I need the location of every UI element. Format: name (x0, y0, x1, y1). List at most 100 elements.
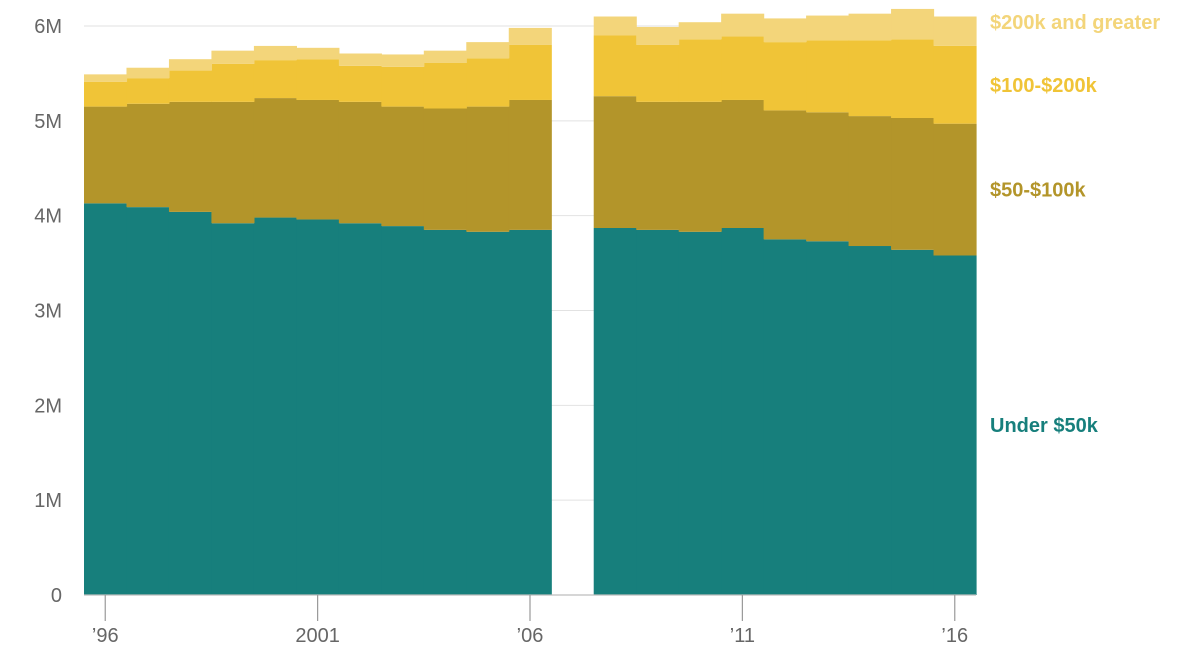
area-step-100-200k-2002 (338, 65, 382, 102)
area-step-100-200k-2010 (678, 39, 722, 102)
area-step-100-200k-2006 (508, 44, 552, 100)
area-step-200k-and-greater-2000 (253, 45, 297, 61)
area-step-100-200k-2008 (593, 35, 637, 97)
y-tick-label: 2M (34, 395, 62, 417)
area-step-under-50k-2013 (806, 241, 850, 595)
area-step-50-100k-2011 (721, 99, 765, 228)
area-step-50-100k-2001 (296, 99, 340, 220)
area-step-under-50k-2015 (891, 249, 935, 595)
area-step-100-200k-2005 (466, 58, 510, 107)
area-step-100-200k-2013 (806, 40, 850, 113)
area-step-200k-and-greater-2009 (636, 26, 680, 45)
area-step-50-100k-2006 (508, 99, 552, 230)
area-step-under-50k-2016 (933, 255, 977, 595)
area-step-under-50k-2009 (636, 229, 680, 595)
area-step-200k-and-greater-1996 (84, 74, 128, 82)
area-step-50-100k-2009 (636, 101, 680, 230)
area-step-under-50k-2006 (508, 229, 552, 595)
series-label-50-100k: $50-$100k (990, 180, 1087, 202)
area-step-100-200k-2001 (296, 59, 340, 100)
area-step-100-200k-1996 (84, 81, 128, 107)
area-step-under-50k-1996 (84, 203, 128, 596)
area-step-under-50k-1997 (126, 207, 170, 596)
area-step-200k-and-greater-1999 (211, 50, 255, 64)
area-step-200k-and-greater-2003 (381, 54, 425, 67)
y-tick-label: 1M (34, 490, 62, 512)
area-step-200k-and-greater-2011 (721, 13, 765, 37)
area-step-under-50k-2012 (763, 239, 807, 595)
area-step-200k-and-greater-2006 (508, 27, 552, 45)
area-step-100-200k-1998 (168, 70, 213, 102)
area-step-50-100k-2013 (806, 112, 850, 242)
area-step-100-200k-2003 (381, 66, 425, 107)
area-step-200k-and-greater-2010 (678, 22, 722, 40)
area-step-200k-and-greater-2001 (296, 47, 340, 60)
area-step-100-200k-2012 (763, 42, 807, 111)
x-tick-label: ’16 (941, 625, 968, 647)
area-step-50-100k-2012 (763, 110, 807, 240)
area-step-100-200k-2000 (253, 60, 297, 99)
y-tick-label: 4M (34, 206, 62, 228)
area-step-200k-and-greater-2013 (806, 15, 850, 41)
area-step-200k-and-greater-2002 (338, 53, 382, 66)
area-step-100-200k-1999 (211, 63, 255, 102)
series-label-100-200k: $100-$200k (990, 75, 1098, 97)
area-step-100-200k-2011 (721, 36, 765, 100)
area-step-under-50k-2002 (338, 223, 382, 595)
series-label-under-50k: Under $50k (990, 415, 1099, 437)
area-step-50-100k-2004 (423, 108, 467, 230)
area-step-50-100k-1998 (168, 101, 213, 212)
area-step-200k-and-greater-2016 (933, 16, 977, 46)
area-step-under-50k-2008 (593, 227, 637, 595)
area-step-50-100k-2002 (338, 101, 382, 224)
area-step-50-100k-2015 (891, 117, 935, 250)
area-step-under-50k-2004 (423, 229, 467, 595)
x-tick-label: 2001 (295, 625, 340, 647)
area-step-200k-and-greater-2005 (466, 42, 510, 59)
area-step-200k-and-greater-2015 (891, 8, 935, 40)
area-step-50-100k-2014 (848, 116, 892, 247)
area-step-200k-and-greater-2004 (423, 50, 467, 63)
area-step-200k-and-greater-2012 (763, 18, 807, 43)
area-step-under-50k-2011 (721, 227, 765, 595)
area-step-under-50k-2005 (466, 231, 510, 595)
area-step-200k-and-greater-1998 (168, 59, 213, 71)
area-step-under-50k-2010 (678, 231, 722, 595)
y-tick-label: 5M (34, 111, 62, 133)
area-step-200k-and-greater-2008 (593, 16, 637, 36)
area-step-100-200k-2009 (636, 44, 680, 102)
area-step-50-100k-2003 (381, 106, 425, 227)
area-step-200k-and-greater-2014 (848, 13, 892, 41)
area-step-100-200k-2014 (848, 40, 892, 117)
area-step-50-100k-2005 (466, 106, 510, 232)
x-tick-label: ’96 (92, 625, 119, 647)
y-tick-label: 6M (34, 16, 62, 38)
area-step-50-100k-1999 (211, 101, 255, 224)
area-step-under-50k-2014 (848, 246, 892, 595)
axes: 0 1M 2M 3M 4M 5M 6M ’96 2001 ’06 ’11 ’16 (34, 16, 976, 647)
y-tick-label: 0 (51, 585, 62, 607)
area-step-100-200k-2004 (423, 62, 467, 109)
series-label-200k-and-greater: $200k and greater (990, 12, 1160, 34)
x-tick-label: ’06 (517, 625, 544, 647)
x-tick-label: ’11 (730, 625, 755, 647)
area-step-under-50k-1999 (211, 223, 255, 595)
area-step-50-100k-2000 (253, 98, 297, 218)
area-step-100-200k-2016 (933, 45, 977, 124)
area-step-100-200k-2015 (891, 39, 935, 118)
area-step-50-100k-1996 (84, 106, 128, 204)
area-step-50-100k-2010 (678, 101, 722, 232)
area-step-100-200k-1997 (126, 78, 170, 104)
area-step-50-100k-2008 (593, 96, 637, 228)
area-step-under-50k-1998 (168, 211, 213, 595)
area-step-50-100k-1997 (126, 103, 170, 208)
y-tick-label: 3M (34, 301, 62, 323)
stacked-areas (84, 8, 977, 596)
area-step-50-100k-2016 (933, 123, 977, 256)
area-step-under-50k-2003 (381, 226, 425, 595)
area-step-under-50k-2001 (296, 219, 340, 595)
series-labels: Under $50k $50-$100k $100-$200k $200k and g… (990, 12, 1160, 437)
area-step-under-50k-2000 (253, 217, 297, 595)
area-step-200k-and-greater-1997 (126, 67, 170, 79)
